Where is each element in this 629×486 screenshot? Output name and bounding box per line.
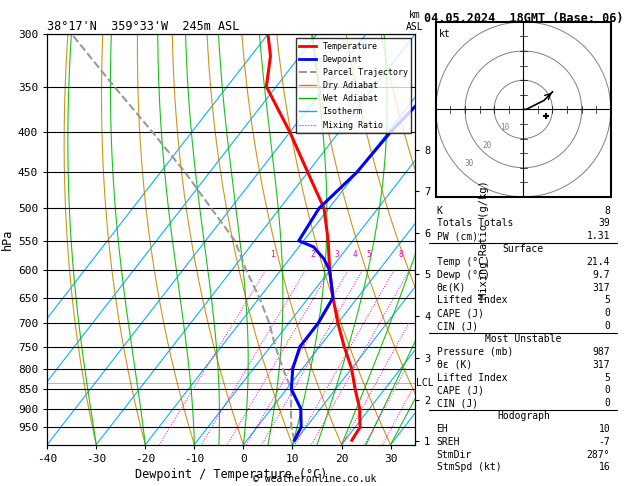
Text: 04.05.2024  18GMT (Base: 06): 04.05.2024 18GMT (Base: 06) (423, 12, 623, 25)
Text: 5: 5 (604, 372, 610, 382)
Text: 5: 5 (604, 295, 610, 306)
Text: 0: 0 (604, 385, 610, 396)
Text: 8: 8 (604, 206, 610, 216)
Y-axis label: hPa: hPa (1, 229, 14, 250)
Text: 39: 39 (598, 218, 610, 228)
Text: SREH: SREH (437, 437, 460, 447)
Text: CIN (J): CIN (J) (437, 398, 477, 408)
Text: 30: 30 (464, 159, 474, 168)
Text: © weatheronline.co.uk: © weatheronline.co.uk (253, 473, 376, 484)
Text: km
ASL: km ASL (406, 10, 424, 32)
Text: EH: EH (437, 424, 448, 434)
Text: 987: 987 (593, 347, 610, 357)
Text: Hodograph: Hodograph (497, 411, 550, 421)
Text: Temp (°C): Temp (°C) (437, 257, 489, 267)
Text: Totals Totals: Totals Totals (437, 218, 513, 228)
Text: 317: 317 (593, 282, 610, 293)
Text: StmDir: StmDir (437, 450, 472, 460)
Text: 20: 20 (482, 141, 492, 150)
Text: Lifted Index: Lifted Index (437, 295, 507, 306)
Text: kt: kt (439, 29, 451, 39)
Legend: Temperature, Dewpoint, Parcel Trajectory, Dry Adiabat, Wet Adiabat, Isotherm, Mi: Temperature, Dewpoint, Parcel Trajectory… (296, 38, 411, 133)
Text: 0: 0 (604, 321, 610, 331)
Text: 10: 10 (501, 123, 510, 132)
X-axis label: Dewpoint / Temperature (°C): Dewpoint / Temperature (°C) (135, 468, 327, 481)
Text: 38°17'N  359°33'W  245m ASL: 38°17'N 359°33'W 245m ASL (47, 20, 240, 33)
Text: LCL: LCL (416, 378, 433, 388)
Text: 16: 16 (598, 462, 610, 472)
Text: 317: 317 (593, 360, 610, 370)
Text: θε(K): θε(K) (437, 282, 466, 293)
Text: -7: -7 (598, 437, 610, 447)
Text: Lifted Index: Lifted Index (437, 372, 507, 382)
Text: 0: 0 (604, 308, 610, 318)
Text: 8: 8 (398, 250, 403, 259)
Text: θε (K): θε (K) (437, 360, 472, 370)
Text: 9.7: 9.7 (593, 270, 610, 280)
Text: 5: 5 (367, 250, 372, 259)
Text: Most Unstable: Most Unstable (485, 334, 562, 344)
Text: 2: 2 (310, 250, 314, 259)
Text: 4: 4 (352, 250, 357, 259)
Text: K: K (437, 206, 442, 216)
Y-axis label: Mixing Ratio (g/kg): Mixing Ratio (g/kg) (479, 180, 489, 299)
Text: CAPE (J): CAPE (J) (437, 308, 484, 318)
Text: 10: 10 (598, 424, 610, 434)
Text: 3: 3 (335, 250, 339, 259)
Text: 21.4: 21.4 (587, 257, 610, 267)
Text: CIN (J): CIN (J) (437, 321, 477, 331)
Text: StmSpd (kt): StmSpd (kt) (437, 462, 501, 472)
Text: PW (cm): PW (cm) (437, 231, 477, 241)
Text: CAPE (J): CAPE (J) (437, 385, 484, 396)
Text: Pressure (mb): Pressure (mb) (437, 347, 513, 357)
Text: 0: 0 (604, 398, 610, 408)
Text: 1.31: 1.31 (587, 231, 610, 241)
Text: 287°: 287° (587, 450, 610, 460)
Text: Dewp (°C): Dewp (°C) (437, 270, 489, 280)
Text: 1: 1 (270, 250, 275, 259)
Text: Surface: Surface (503, 244, 544, 254)
